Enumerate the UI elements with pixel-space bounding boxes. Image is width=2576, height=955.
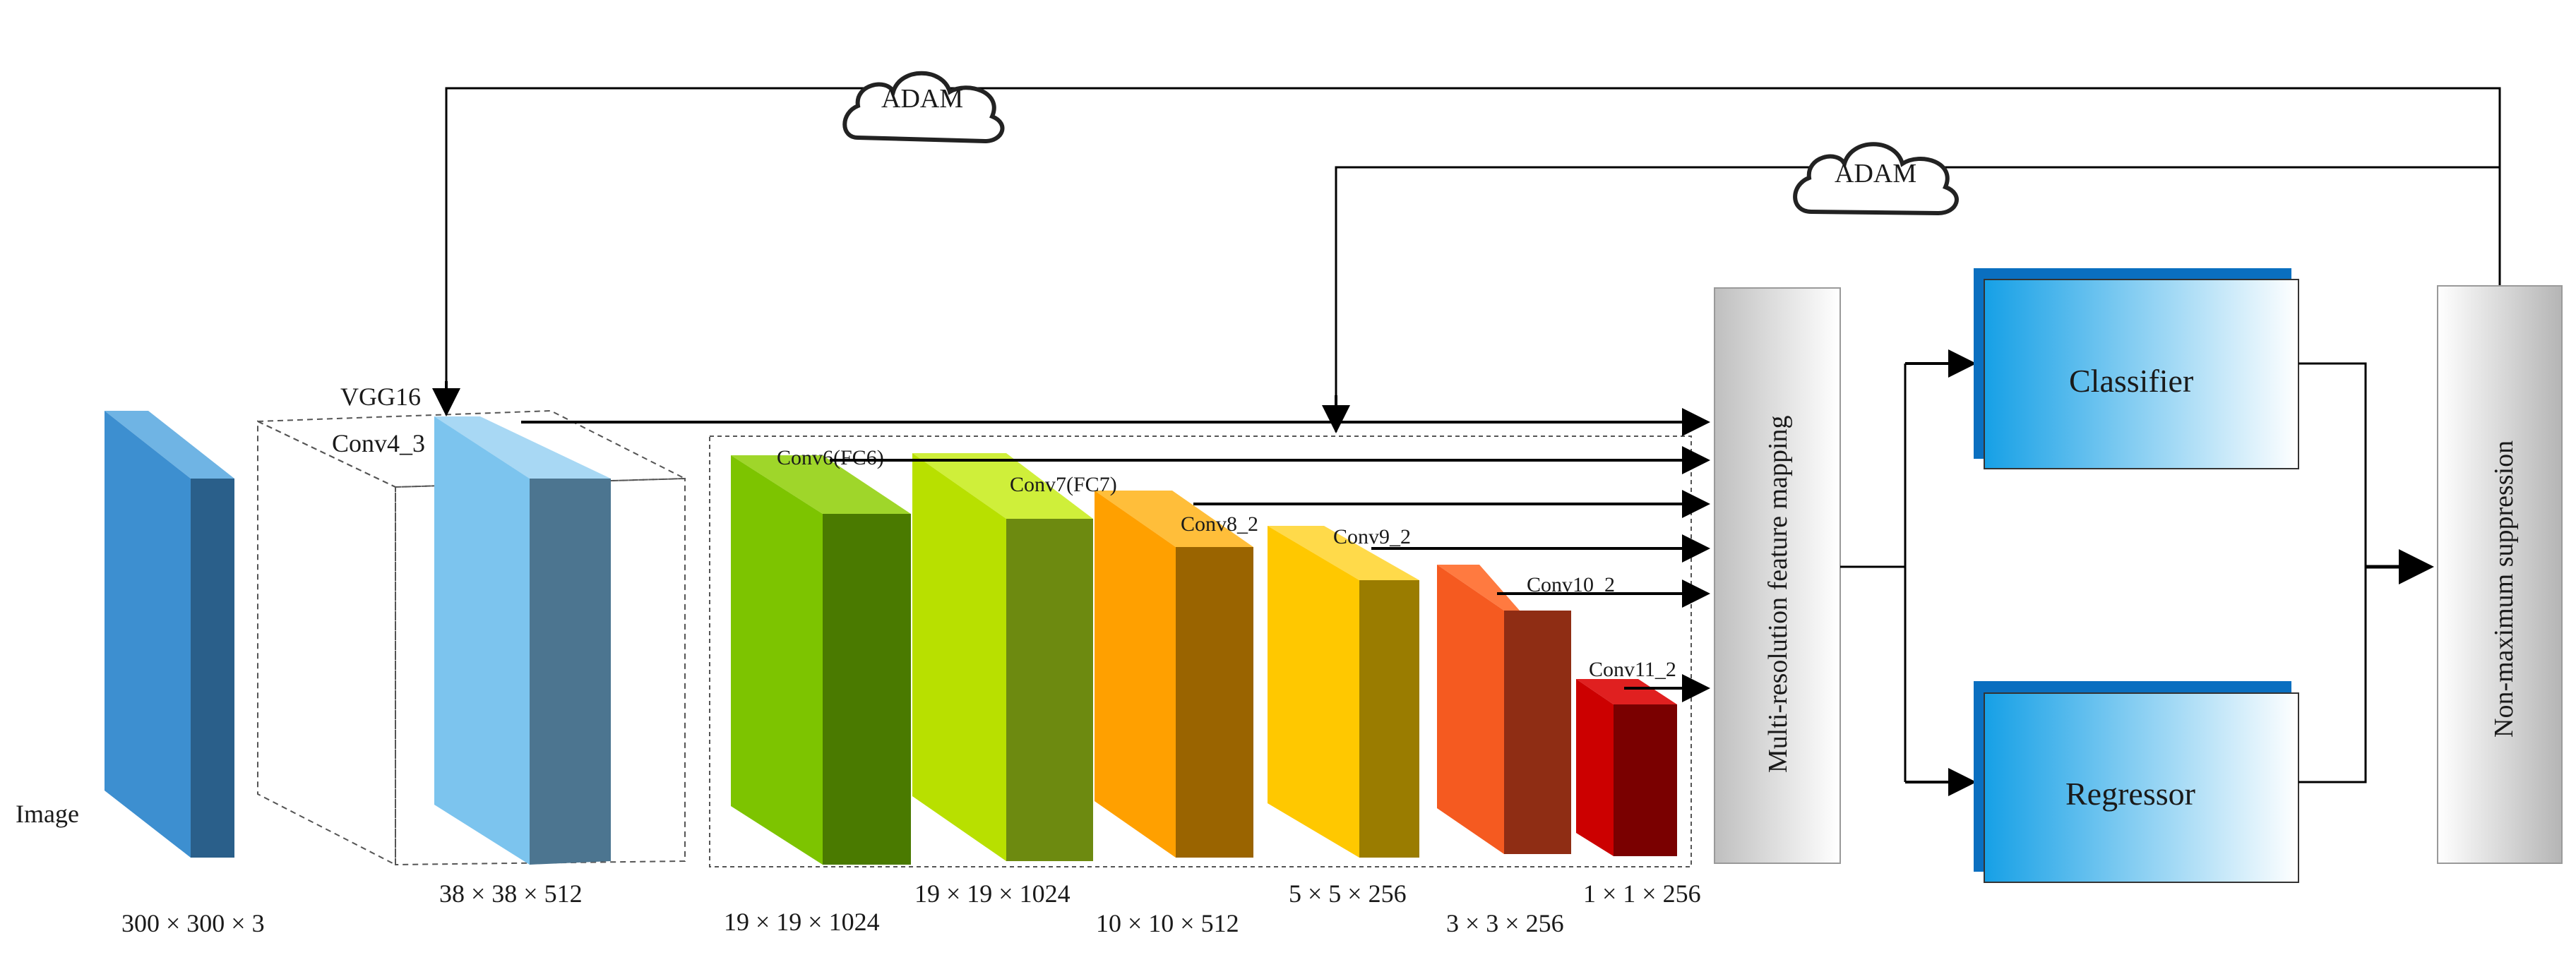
conv11-size-label: 1 × 1 × 256 [1583,879,1701,908]
mapping-to-heads-arrowheads [1905,349,1976,796]
conv11-label: Conv11_2 [1589,658,1676,681]
conv8-size-label: 10 × 10 × 512 [1096,909,1239,937]
vgg16-conv4_3-block [434,416,611,865]
nms-box-label: Non-maximum suppression [2489,440,2519,738]
vgg16-label: VGG16 [340,383,421,411]
mapping-to-heads-connectors [1840,364,1907,782]
conv6-label: Conv6(FC6) [777,446,884,469]
conv7-label: Conv7(FC7) [1010,473,1117,496]
adam-feedback-arrowheads [432,381,1350,433]
regressor-label: Regressor [2065,776,2195,812]
conv10-size-label: 3 × 3 × 256 [1446,909,1564,937]
conv8-block [1095,491,1253,858]
conv6-size-label: 19 × 19 × 1024 [724,908,880,936]
adam-feedback-lines [445,87,2501,432]
conv9-label: Conv9_2 [1333,525,1411,548]
input-image-block [105,411,234,858]
conv8-label: Conv8_2 [1181,512,1258,536]
mapping-box-label: Multi-resolution feature mapping [1763,415,1793,773]
extra-layers-frame [709,436,1692,867]
conv7-size-label: 19 × 19 × 1024 [914,879,1071,908]
mapping-box [1714,287,1841,864]
input-label: Image [16,800,79,828]
conv9-size-label: 5 × 5 × 256 [1289,879,1407,908]
adam-cloud-2-label: ADAM [1835,159,1916,188]
conv11-block [1576,679,1677,856]
adam-cloud-1-label: ADAM [881,84,963,114]
heads-to-nms-connectors [2298,362,2367,783]
conv4_3-label: Conv4_3 [332,429,425,457]
input-size-label: 300 × 300 × 3 [121,909,265,937]
vgg-size-label: 38 × 38 × 512 [439,879,583,908]
classifier-label: Classifier [2069,363,2193,399]
conv7-block [912,453,1093,861]
conv10-block-side [1504,611,1571,854]
feature-arrows [521,408,1710,702]
adam-cloud-2 [1793,142,1959,216]
conv9-block [1268,526,1419,858]
conv6-block [731,455,911,865]
adam-cloud-1 [842,71,1005,144]
classifier-box [1974,268,2299,469]
nms-box [2437,285,2563,864]
regressor-box [1974,681,2299,883]
